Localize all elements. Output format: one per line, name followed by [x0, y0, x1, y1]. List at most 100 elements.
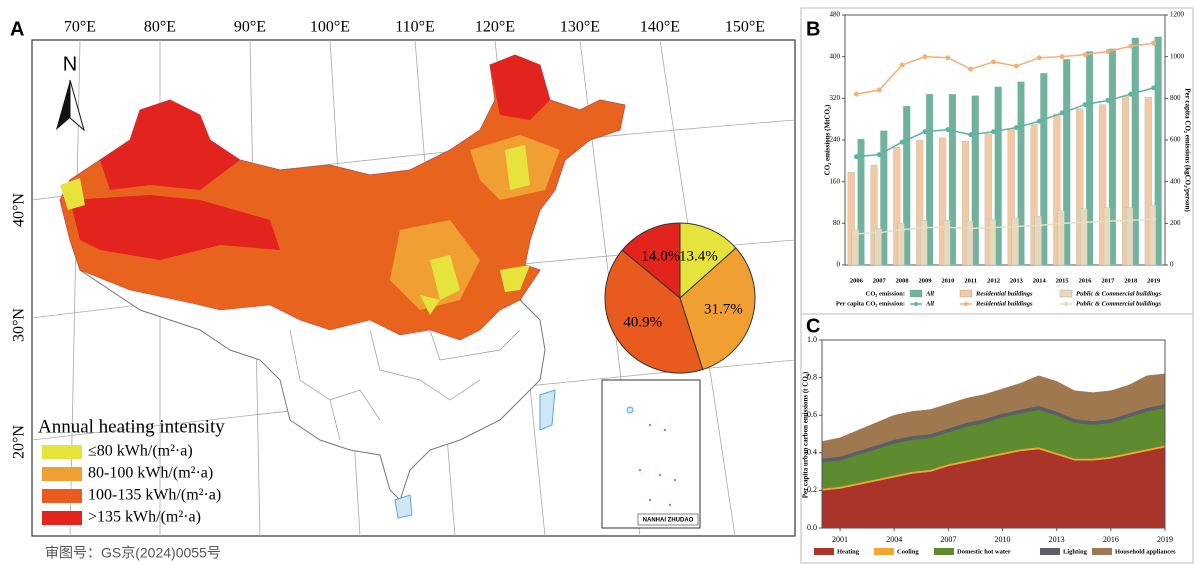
- longitude-label: 70°E: [64, 19, 96, 36]
- legend-title: Annual heating intensity: [38, 416, 225, 437]
- y2-tick-label: 1200: [1170, 11, 1185, 19]
- x-tick-label: 2010: [941, 277, 954, 284]
- line-marker: [1105, 98, 1110, 103]
- legend-swatch: [42, 489, 82, 503]
- y2-tick-label: 0: [1170, 261, 1174, 269]
- x-tick-label: 2004: [886, 535, 902, 544]
- line-marker: [1083, 52, 1088, 57]
- y-tick-label: 0: [837, 261, 841, 269]
- y-tick-label: 400: [830, 52, 841, 60]
- line-marker: [1037, 223, 1042, 228]
- line-marker: [991, 129, 996, 134]
- line-marker: [1151, 217, 1156, 222]
- legend-swatch: [874, 548, 894, 555]
- pie-label: 40.9%: [623, 315, 662, 331]
- line-marker: [1105, 49, 1110, 54]
- x-tick-label: 2016: [1079, 277, 1093, 284]
- legend-swatch: [42, 445, 82, 459]
- x-tick-label: 2017: [1101, 277, 1115, 284]
- pie-label: 13.4%: [679, 248, 718, 264]
- longitude-label: 140°E: [640, 19, 680, 36]
- line-marker: [1083, 102, 1088, 107]
- y-tick-label: 80: [833, 219, 841, 227]
- x-tick-label: 2007: [940, 535, 956, 544]
- legend-marker: [1064, 302, 1068, 306]
- longitude-label: 100°E: [310, 19, 350, 36]
- y-tick-label: 160: [830, 177, 841, 185]
- y-tick-label: 0.0: [807, 523, 817, 532]
- legend-label: Lighting: [1063, 548, 1088, 555]
- line-marker: [1014, 64, 1019, 69]
- legend-row-label: CO₂ emission:: [866, 290, 905, 297]
- line-marker: [877, 230, 882, 235]
- line-marker: [1105, 219, 1110, 224]
- legend-label: All: [925, 290, 934, 297]
- legend-label: Residential buildings: [975, 300, 1033, 307]
- y-tick-label: 1.0: [807, 335, 817, 344]
- x-tick-label: 2008: [896, 277, 910, 284]
- line-marker: [1014, 224, 1019, 229]
- legend-marker: [964, 302, 968, 306]
- x-tick-label: 2013: [1049, 535, 1065, 544]
- legend-label: 100-135 kWh/(m²·a): [88, 487, 221, 504]
- x-tick-label: 2019: [1147, 277, 1161, 284]
- x-tick-label: 2019: [1157, 535, 1173, 544]
- line-marker: [1151, 85, 1156, 90]
- legend-label: Domestic hot water: [957, 548, 1011, 555]
- legend-label: 80-100 kWh/(m²·a): [88, 465, 213, 482]
- legend-label: Public & Commercial buildings: [1076, 300, 1162, 307]
- panel-label: A: [10, 18, 24, 40]
- line-marker: [923, 54, 928, 59]
- x-tick-label: 2011: [964, 277, 977, 284]
- pie-label: 31.7%: [704, 301, 743, 317]
- line-marker: [945, 55, 950, 60]
- north-label: N: [63, 53, 77, 75]
- longitude-label: 80°E: [144, 19, 176, 36]
- latitude-label: 30°N: [11, 308, 28, 342]
- inset-frame: [602, 380, 700, 528]
- line-marker: [968, 132, 973, 137]
- y2-tick-label: 200: [1170, 219, 1181, 227]
- line-marker: [877, 152, 882, 157]
- x-tick-label: 2001: [832, 535, 848, 544]
- y-tick-label: 320: [830, 94, 841, 102]
- x-tick-label: 2006: [850, 277, 864, 284]
- line-marker: [1060, 54, 1065, 59]
- line-marker: [900, 140, 905, 145]
- x-tick-label: 2018: [1124, 277, 1138, 284]
- x-tick-label: 2013: [1010, 277, 1024, 284]
- line-marker: [900, 227, 905, 232]
- legend-label: Public & Commercial buildings: [1076, 290, 1162, 297]
- line-marker: [1037, 55, 1042, 60]
- legend-swatch: [934, 548, 954, 555]
- legend-swatch: [42, 467, 82, 481]
- longitude-label: 120°E: [475, 19, 515, 36]
- x-tick-label: 2009: [919, 277, 933, 284]
- line-marker: [991, 59, 996, 64]
- x-tick-label: 2010: [995, 535, 1011, 544]
- x-tick-label: 2012: [987, 277, 1000, 284]
- x-tick-label: 2015: [1056, 277, 1070, 284]
- longitude-label: 130°E: [560, 19, 600, 36]
- line-marker: [900, 63, 905, 68]
- latitude-label: 40°N: [11, 193, 28, 227]
- line-marker: [1060, 221, 1065, 226]
- legend-label: All: [925, 300, 934, 307]
- legend-marker: [914, 302, 918, 306]
- line-marker: [1083, 220, 1088, 225]
- legend-label: Household appliances: [1115, 548, 1176, 555]
- bar: [1080, 209, 1087, 265]
- longitude-label: 90°E: [234, 19, 266, 36]
- line-marker: [991, 225, 996, 230]
- line-marker: [1037, 119, 1042, 124]
- line-marker: [1151, 41, 1156, 46]
- longitude-label: 110°E: [395, 19, 435, 36]
- line-marker: [1128, 44, 1133, 49]
- line-marker: [923, 129, 928, 134]
- longitude-label: 150°E: [725, 19, 765, 36]
- y-tick-label: 480: [830, 11, 841, 19]
- y2-tick-label: 400: [1170, 177, 1181, 185]
- legend-swatch: [960, 290, 972, 297]
- legend-swatch: [1060, 290, 1072, 297]
- legend-label: Heating: [837, 548, 860, 555]
